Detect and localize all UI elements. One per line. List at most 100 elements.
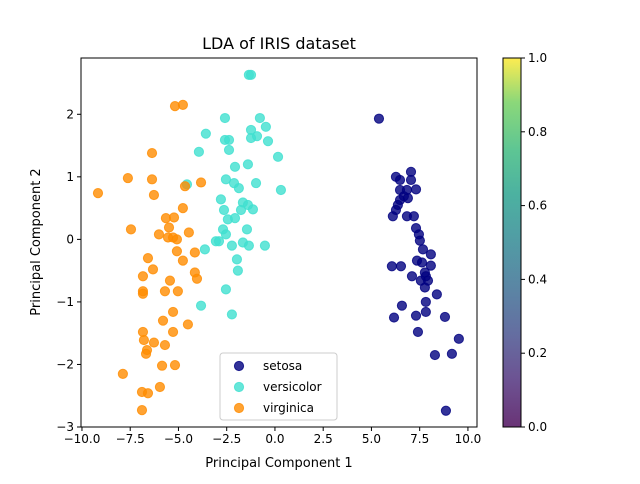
data-point-virginica xyxy=(122,172,133,184)
data-point-virginica xyxy=(172,286,183,297)
data-point-virginica xyxy=(147,264,159,275)
data-point-setosa xyxy=(446,348,458,359)
data-point-versicolor xyxy=(193,146,205,157)
data-point-versicolor xyxy=(235,204,247,216)
data-point-versicolor xyxy=(275,184,287,196)
data-point-virginica xyxy=(171,246,183,257)
data-point-versicolor xyxy=(245,69,257,80)
x-tick-label: 5.0 xyxy=(362,432,381,446)
data-point-setosa xyxy=(396,300,408,311)
data-point-virginica xyxy=(153,229,165,240)
chart-title: LDA of IRIS dataset xyxy=(202,34,356,53)
x-tick-label: 0.0 xyxy=(265,432,284,446)
data-point-setosa xyxy=(419,282,430,293)
data-point-versicolor xyxy=(223,134,235,146)
data-point-versicolor xyxy=(223,144,235,156)
data-point-virginica xyxy=(125,224,137,235)
data-point-setosa xyxy=(420,306,431,318)
data-point-virginica xyxy=(171,234,183,245)
data-point-virginica xyxy=(146,174,158,185)
colorbar: 0.0 0.2 0.4 0.6 0.8 1.0 xyxy=(502,51,547,434)
y-tick-label: 2 xyxy=(66,107,74,121)
data-point-setosa xyxy=(408,211,419,222)
data-point-setosa xyxy=(429,349,441,361)
data-point-setosa xyxy=(417,244,429,255)
data-point-setosa xyxy=(410,310,422,321)
colorbar-tick-label: 0.6 xyxy=(528,199,547,213)
data-point-setosa xyxy=(394,174,406,186)
data-point-virginica xyxy=(168,212,180,223)
colorbar-gradient xyxy=(503,58,521,427)
data-point-setosa xyxy=(412,326,424,338)
data-point-versicolor xyxy=(226,240,238,251)
data-point-virginica xyxy=(182,319,194,330)
data-point-virginica xyxy=(177,203,188,214)
data-point-virginica xyxy=(137,271,149,282)
x-tick-label: 2.5 xyxy=(314,432,333,446)
data-point-versicolor xyxy=(215,194,227,205)
x-axis-label: Principal Component 1 xyxy=(205,456,352,471)
x-tick-label: 10.0 xyxy=(455,432,482,446)
y-axis-label: Principal Component 2 xyxy=(29,168,44,315)
data-point-versicolor xyxy=(219,112,231,124)
data-point-virginica xyxy=(142,253,154,264)
data-point-virginica xyxy=(136,405,148,416)
data-point-virginica xyxy=(148,337,160,348)
legend-box xyxy=(219,352,338,421)
data-point-versicolor xyxy=(259,240,271,251)
data-point-versicolor xyxy=(242,159,254,170)
data-point-versicolor xyxy=(250,177,262,189)
data-point-versicolor xyxy=(241,224,253,235)
data-point-versicolor xyxy=(232,265,243,276)
data-point-setosa xyxy=(388,312,400,323)
colorbar-tick-label: 0.4 xyxy=(528,272,547,286)
colorbar-tick-label: 0.8 xyxy=(528,125,547,139)
data-point-versicolor xyxy=(220,174,232,185)
data-point-setosa xyxy=(420,296,431,308)
data-point-setosa xyxy=(410,184,422,195)
data-point-virginica xyxy=(167,306,179,318)
colorbar-tick-label: 0.2 xyxy=(528,346,547,360)
data-point-virginica xyxy=(146,147,158,159)
data-point-virginica xyxy=(154,381,166,393)
colorbar-tick-label: 1.0 xyxy=(528,51,547,65)
data-point-versicolor xyxy=(199,244,210,255)
data-point-virginica xyxy=(157,315,169,326)
data-point-setosa xyxy=(439,311,451,323)
data-point-virginica xyxy=(167,326,179,338)
x-tick-label: −10.0 xyxy=(64,432,101,446)
data-point-virginica xyxy=(164,275,176,286)
data-point-virginica xyxy=(148,189,160,201)
data-point-setosa xyxy=(431,289,442,300)
data-point-versicolor xyxy=(262,136,274,147)
data-point-versicolor xyxy=(254,112,265,124)
data-point-versicolor xyxy=(231,254,243,265)
data-point-virginica xyxy=(163,222,175,233)
data-point-setosa xyxy=(416,257,428,268)
x-tick-label: −5.0 xyxy=(164,432,193,446)
data-point-setosa xyxy=(386,261,397,272)
data-point-versicolor xyxy=(226,309,238,320)
data-point-virginica xyxy=(156,360,168,371)
y-tick-label: −2 xyxy=(56,357,74,371)
data-point-setosa xyxy=(453,333,464,344)
data-point-versicolor xyxy=(220,229,232,240)
colorbar-tick-label: 0.0 xyxy=(528,420,547,434)
data-point-virginica xyxy=(177,99,188,111)
x-tick-label: −7.5 xyxy=(116,432,145,446)
data-point-virginica xyxy=(191,273,203,284)
data-point-virginica xyxy=(189,247,200,258)
data-point-versicolor xyxy=(200,128,211,139)
data-point-setosa xyxy=(387,211,398,222)
y-tick-label: −3 xyxy=(56,420,74,434)
data-point-setosa xyxy=(405,174,417,186)
legend-label-versicolor: versicolor xyxy=(263,380,322,394)
data-point-virginica xyxy=(177,255,188,266)
data-point-virginica xyxy=(183,227,194,238)
data-point-setosa xyxy=(395,261,407,272)
data-point-versicolor xyxy=(247,204,259,215)
data-point-virginica xyxy=(159,286,171,297)
data-point-versicolor xyxy=(260,121,271,132)
